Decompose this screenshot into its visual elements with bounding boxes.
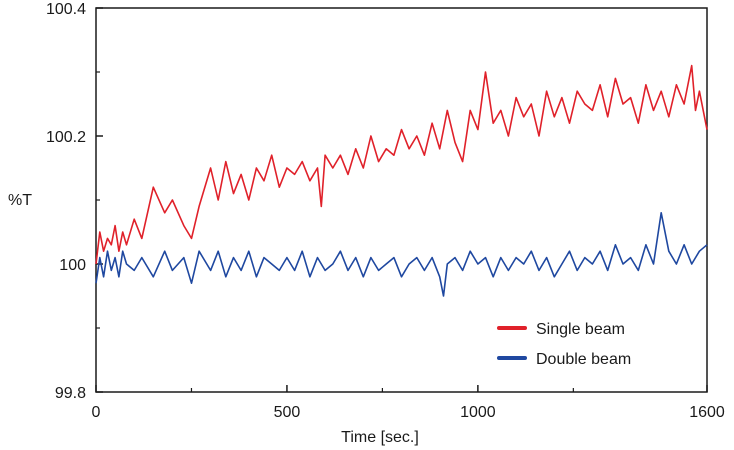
x-tick-label: 1600 [689, 404, 725, 421]
x-tick-label: 1000 [460, 404, 496, 421]
y-tick-label: 99.8 [55, 385, 86, 402]
x-axis-title: Time [sec.] [341, 429, 419, 446]
y-tick-label: 100 [59, 257, 86, 274]
y-axis-title: %T [8, 192, 32, 209]
x-axis-ticks: 0 500 1000 1600 [92, 385, 725, 421]
y-tick-label: 100.4 [46, 1, 86, 18]
legend-label-single-beam: Single beam [536, 321, 625, 338]
y-axis-ticks: 99.8 100 100.2 100.4 [46, 1, 103, 402]
x-tick-label: 500 [274, 404, 301, 421]
series-layer [95, 64, 708, 297]
legend-label-double-beam: Double beam [536, 351, 631, 368]
series-line-double-beam [95, 212, 708, 297]
series-line-single-beam [95, 64, 708, 265]
x-tick-label: 0 [92, 404, 101, 421]
legend: Single beam Double beam [497, 321, 631, 368]
y-tick-label: 100.2 [46, 129, 86, 146]
